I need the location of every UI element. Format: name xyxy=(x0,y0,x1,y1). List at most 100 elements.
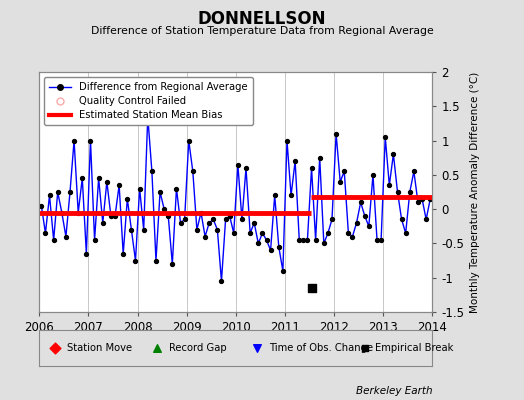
Point xyxy=(426,196,434,202)
Point xyxy=(41,230,50,236)
Point xyxy=(266,247,275,254)
Point xyxy=(344,230,353,236)
Text: Time of Obs. Change: Time of Obs. Change xyxy=(269,343,373,353)
Point xyxy=(303,237,312,243)
Point xyxy=(369,172,377,178)
Point xyxy=(406,189,414,195)
Point xyxy=(197,209,205,216)
Point xyxy=(177,220,185,226)
Point xyxy=(115,182,123,188)
Point xyxy=(254,240,263,247)
Point xyxy=(365,223,373,230)
Point xyxy=(193,226,201,233)
Point xyxy=(377,237,385,243)
Point xyxy=(340,168,348,175)
Point xyxy=(53,189,62,195)
Point xyxy=(234,161,242,168)
Point xyxy=(78,175,86,182)
Point xyxy=(291,158,299,164)
Point xyxy=(397,216,406,223)
Text: DONNELLSON: DONNELLSON xyxy=(198,10,326,28)
Point xyxy=(127,226,136,233)
Point xyxy=(356,199,365,206)
Point xyxy=(205,220,213,226)
Point xyxy=(74,209,82,216)
Point xyxy=(66,189,74,195)
Point xyxy=(246,230,254,236)
Point xyxy=(86,137,95,144)
Point xyxy=(414,199,422,206)
Point xyxy=(148,168,156,175)
Point xyxy=(201,233,209,240)
Point xyxy=(94,175,103,182)
Point xyxy=(111,213,119,219)
Point xyxy=(324,230,332,236)
Point xyxy=(352,220,361,226)
Point xyxy=(332,130,340,137)
Point xyxy=(263,237,271,243)
Point xyxy=(107,213,115,219)
Point xyxy=(160,206,168,212)
Point xyxy=(315,154,324,161)
Point xyxy=(82,250,91,257)
Point xyxy=(46,192,54,199)
Point xyxy=(320,240,328,247)
Point xyxy=(348,233,357,240)
Point xyxy=(311,237,320,243)
Point xyxy=(103,178,111,185)
Point xyxy=(164,213,172,219)
Point xyxy=(132,257,140,264)
Point xyxy=(213,226,222,233)
Point xyxy=(253,345,261,351)
Point xyxy=(373,237,381,243)
Point xyxy=(90,237,99,243)
Point xyxy=(119,250,127,257)
Point xyxy=(238,216,246,223)
Point xyxy=(209,216,217,223)
Point xyxy=(287,192,295,199)
Point xyxy=(168,261,177,267)
Point xyxy=(328,216,336,223)
Point xyxy=(381,134,389,140)
Point xyxy=(152,257,160,264)
Text: Record Gap: Record Gap xyxy=(169,343,226,353)
Point xyxy=(361,345,369,351)
Point xyxy=(51,345,59,351)
Point xyxy=(99,220,107,226)
Point xyxy=(336,178,344,185)
Legend: Difference from Regional Average, Quality Control Failed, Estimated Station Mean: Difference from Regional Average, Qualit… xyxy=(45,77,253,125)
Point xyxy=(144,113,152,120)
Point xyxy=(123,196,132,202)
Point xyxy=(49,237,58,243)
Point xyxy=(308,285,316,291)
Text: Empirical Break: Empirical Break xyxy=(375,343,454,353)
Point xyxy=(230,230,238,236)
Point xyxy=(242,165,250,171)
Point xyxy=(70,137,78,144)
Point xyxy=(189,168,197,175)
Point xyxy=(172,185,181,192)
Point xyxy=(385,182,394,188)
Point xyxy=(139,226,148,233)
Point xyxy=(156,189,164,195)
Point xyxy=(135,185,144,192)
Point xyxy=(250,220,258,226)
Point xyxy=(394,189,402,195)
Point xyxy=(153,345,161,351)
Point xyxy=(361,213,369,219)
Point xyxy=(225,213,234,219)
Point xyxy=(422,216,430,223)
Text: Station Move: Station Move xyxy=(67,343,132,353)
Point xyxy=(184,137,193,144)
Point xyxy=(275,244,283,250)
Point xyxy=(180,216,189,223)
Point xyxy=(279,268,287,274)
Point xyxy=(308,165,316,171)
Point xyxy=(283,137,291,144)
Point xyxy=(410,168,418,175)
Text: Berkeley Earth: Berkeley Earth xyxy=(356,386,432,396)
Point xyxy=(389,151,398,158)
Point xyxy=(258,230,267,236)
Point xyxy=(270,192,279,199)
Point xyxy=(58,209,66,216)
